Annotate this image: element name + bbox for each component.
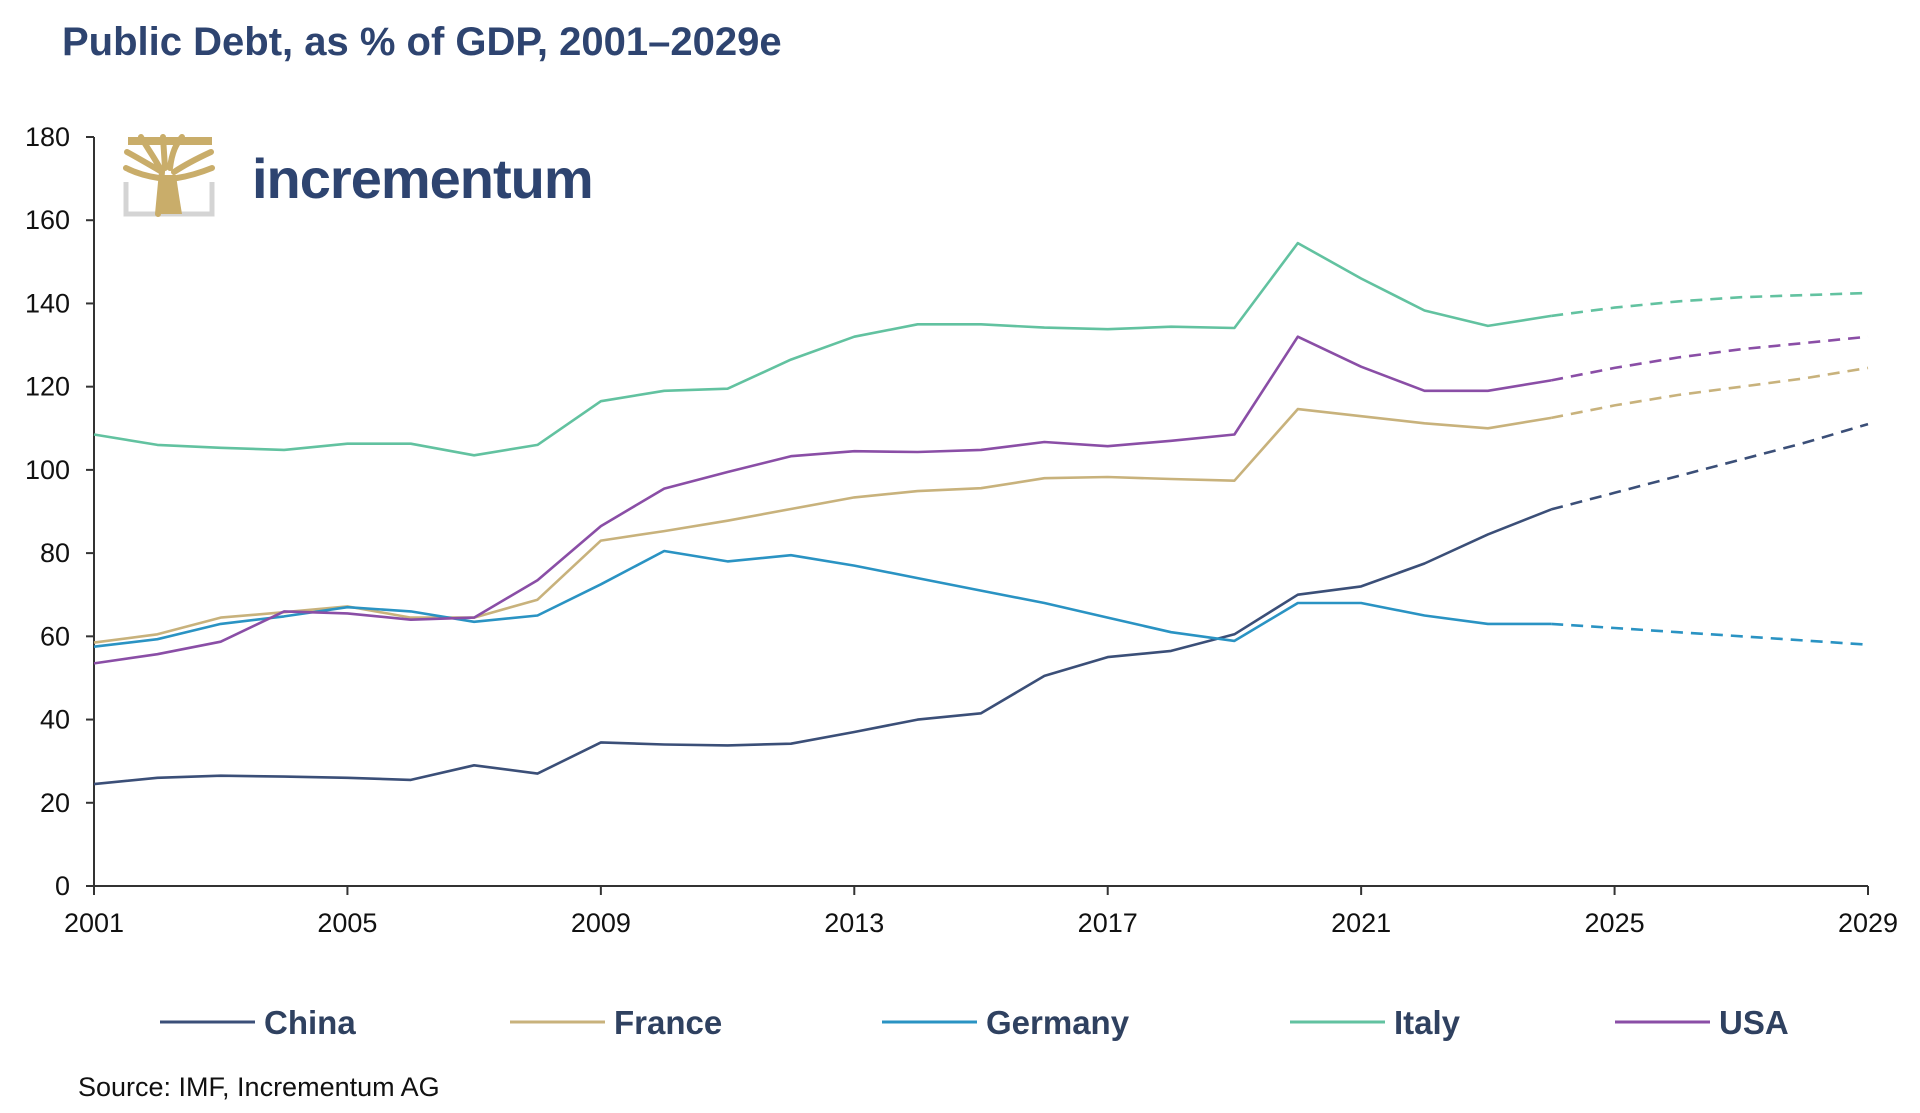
legend-label: USA	[1719, 1004, 1789, 1041]
series-line-italy	[93, 241, 1552, 457]
axes: 0 20 40 60 80 100 120 140 160 180 2001 2005 2009 2013…	[25, 122, 1898, 938]
y-tick-label: 0	[55, 871, 70, 901]
series-forecast-italy	[1551, 291, 1869, 318]
x-tick-label: 2005	[317, 908, 377, 938]
x-tick-label: 2021	[1331, 908, 1391, 938]
x-tick-label: 2029	[1838, 908, 1898, 938]
y-tick-label: 180	[25, 122, 70, 152]
x-tick-label: 2025	[1585, 908, 1645, 938]
logo: incrementum	[123, 134, 594, 217]
legend-label: Germany	[986, 1004, 1130, 1041]
x-tick-label: 2009	[571, 908, 631, 938]
y-tick-label: 80	[40, 538, 70, 568]
chart-title: Public Debt, as % of GDP, 2001–2029e	[62, 20, 782, 64]
series-layer	[93, 241, 1869, 786]
legend-label: China	[264, 1004, 356, 1041]
legend-item-france: France	[510, 1004, 722, 1041]
series-line-france	[93, 407, 1552, 644]
series-line-china	[93, 508, 1552, 786]
series-forecast-germany	[1551, 622, 1869, 646]
legend-label: Italy	[1394, 1004, 1461, 1041]
legend-label: France	[614, 1004, 722, 1041]
y-tick-label: 160	[25, 205, 70, 235]
y-tick-label: 40	[40, 705, 70, 735]
y-tick-label: 140	[25, 288, 70, 318]
series-line-germany	[93, 549, 1552, 648]
legend: China France Germany Italy USA	[160, 1004, 1789, 1041]
x-tick-label: 2017	[1078, 908, 1138, 938]
series-forecast-usa	[1550, 335, 1869, 382]
legend-item-china: China	[160, 1004, 356, 1041]
y-tick-label: 60	[40, 621, 70, 651]
source-note: Source: IMF, Incrementum AG	[78, 1072, 440, 1102]
legend-item-usa: USA	[1615, 1004, 1789, 1041]
series-forecast-china	[1550, 422, 1869, 511]
legend-item-germany: Germany	[882, 1004, 1130, 1041]
x-tick-label: 2013	[824, 908, 884, 938]
legend-item-italy: Italy	[1290, 1004, 1461, 1041]
x-tick-label: 2001	[64, 908, 124, 938]
logo-text: incrementum	[252, 147, 593, 210]
series-line-usa	[93, 335, 1552, 665]
series-forecast-france	[1550, 366, 1869, 420]
y-tick-label: 100	[25, 455, 70, 485]
y-tick-label: 20	[40, 788, 70, 818]
y-tick-label: 120	[25, 372, 70, 402]
tree-icon	[123, 134, 215, 217]
